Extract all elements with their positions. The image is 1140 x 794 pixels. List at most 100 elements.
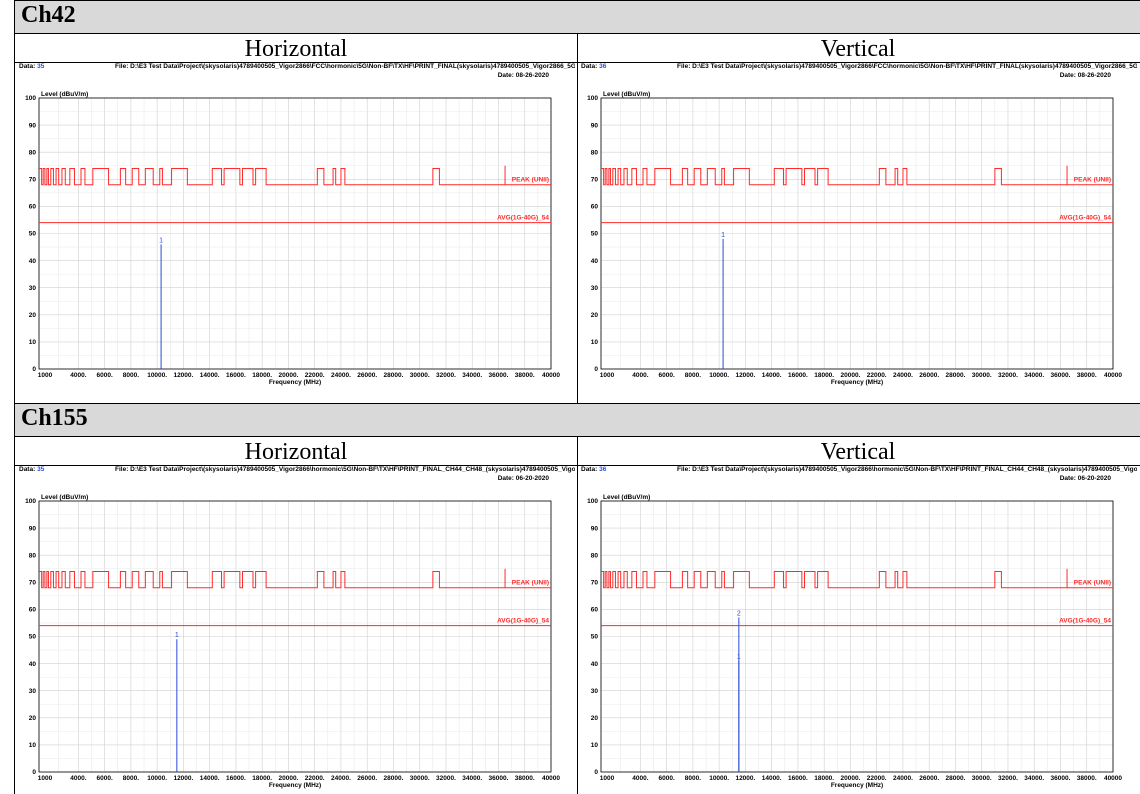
y-tick-label: 100	[25, 95, 36, 102]
channel-title: Ch155	[21, 405, 88, 431]
peak-limit-label: PEAK (UNII)	[512, 176, 549, 183]
peak-limit-line	[601, 570, 1113, 589]
x-tick-label: 1000	[600, 775, 615, 782]
y-tick-label: 20	[29, 715, 37, 722]
x-tick-label: 1000	[600, 372, 615, 379]
avg-limit-label: AVG(1G-40G)_54	[497, 618, 549, 625]
avg-limit-label: AVG(1G-40G)_54	[1059, 618, 1111, 625]
x-tick-label: 22000.	[305, 372, 325, 379]
y-tick-label: 20	[591, 312, 599, 319]
avg-limit-label: AVG(1G-40G)_54	[497, 215, 549, 222]
x-tick-label: 24000.	[331, 372, 351, 379]
test-report-table: Ch42 Horizontal Vertical Data: 35 File: D…	[14, 0, 1140, 794]
x-tick-label: 20000.	[840, 775, 860, 782]
x-tick-label: 34000.	[462, 775, 482, 782]
peak-limit-label: PEAK (UNII)	[1074, 176, 1111, 183]
x-tick-label: 20000.	[278, 775, 298, 782]
x-tick-label: 26000.	[919, 372, 939, 379]
chart-panel-ch155-horizontal: Data: 35 File: D:\E3 Test Data\Project\(s…	[17, 466, 575, 793]
x-tick-label: 26000.	[357, 775, 377, 782]
y-tick-label: 0	[594, 769, 598, 776]
x-tick-label: 8000.	[685, 372, 701, 379]
x-tick-label: 20000.	[278, 372, 298, 379]
emission-chart: 0 10 20 30 40 50 60 70 80 90 100 1000 4000. 6000. 8000…	[25, 494, 560, 789]
y-tick-label: 70	[29, 580, 37, 587]
x-tick-label: 10000.	[709, 775, 729, 782]
polarization-row: Horizontal Vertical	[15, 437, 1140, 465]
polarization-horizontal: Horizontal	[244, 439, 348, 465]
data-number: 36	[599, 63, 607, 70]
y-tick-label: 50	[29, 634, 37, 641]
y-tick-label: 50	[29, 231, 37, 238]
data-label: Data:	[19, 466, 36, 473]
emission-chart: 0 10 20 30 40 50 60 70 80 90 100 1000 4000. 6000. 8000…	[587, 494, 1122, 789]
y-tick-label: 30	[29, 688, 37, 695]
x-tick-label: 20000.	[840, 372, 860, 379]
x-tick-label: 12000.	[735, 372, 755, 379]
y-tick-label: 10	[591, 742, 599, 749]
y-tick-label: 80	[29, 552, 37, 559]
x-tick-label: 32000.	[436, 775, 456, 782]
x-tick-label: 4000.	[632, 372, 648, 379]
x-tick-label: 12000.	[173, 775, 193, 782]
x-tick-label: 38000.	[1077, 372, 1097, 379]
x-tick-label: 10000.	[709, 372, 729, 379]
channel-title: Ch42	[21, 2, 76, 28]
y-tick-label: 0	[32, 366, 36, 373]
y-tick-label: 70	[591, 177, 599, 184]
y-tick-label: 90	[591, 525, 599, 532]
test-date: Date: 08-26-2020	[497, 72, 549, 79]
y-tick-label: 40	[29, 258, 37, 265]
data-label: Data:	[19, 63, 36, 70]
x-tick-label: 10000.	[147, 775, 167, 782]
x-tick-label: 6000.	[659, 372, 675, 379]
y-tick-label: 60	[29, 607, 37, 614]
y-tick-label: 10	[29, 339, 37, 346]
data-number-label: Data: 36	[581, 466, 606, 473]
y-tick-label: 70	[591, 580, 599, 587]
x-tick-label: 34000.	[462, 372, 482, 379]
y-tick-label: 0	[32, 769, 36, 776]
x-tick-label: 16000.	[226, 775, 246, 782]
peak-limit-line	[601, 167, 1113, 186]
x-tick-label: 14000.	[200, 775, 220, 782]
emission-marker-label: 1	[175, 632, 179, 639]
x-tick-label: 38000.	[1077, 775, 1097, 782]
y-tick-label: 80	[591, 552, 599, 559]
x-tick-label: 16000.	[788, 775, 808, 782]
x-tick-label: 24000.	[893, 372, 913, 379]
polarization-vertical: Vertical	[820, 36, 896, 62]
test-date: Date: 06-20-2020	[1059, 475, 1111, 482]
plot-frame	[38, 97, 552, 370]
channel-row-ch42: Ch42	[15, 0, 1140, 34]
x-tick-label: 22000.	[305, 775, 325, 782]
y-tick-label: 10	[29, 742, 37, 749]
peak-limit-label: PEAK (UNII)	[512, 579, 549, 586]
channel-row-ch155: Ch155	[15, 403, 1140, 437]
data-number: 35	[37, 63, 45, 70]
x-axis-label: Frequency (MHz)	[269, 379, 321, 386]
polarization-vertical: Vertical	[820, 439, 896, 465]
x-axis-label: Frequency (MHz)	[269, 782, 321, 789]
peak-limit-line	[39, 167, 551, 186]
file-path: File: D:\E3 Test Data\Project\(skysolari…	[115, 63, 575, 70]
chart-panel-ch42-vertical: Data: 36 File: D:\E3 Test Data\Project\(s…	[579, 63, 1137, 390]
x-tick-label: 40000	[542, 775, 560, 782]
y-tick-label: 60	[591, 204, 599, 211]
x-tick-label: 26000.	[919, 775, 939, 782]
emission-marker-label: 1	[721, 232, 725, 239]
plot-frame	[38, 500, 552, 773]
x-tick-label: 30000.	[410, 775, 430, 782]
x-tick-label: 22000.	[867, 775, 887, 782]
polarization-horizontal: Horizontal	[244, 36, 348, 62]
x-tick-label: 32000.	[436, 372, 456, 379]
plot-frame	[600, 500, 1114, 773]
test-date: Date: 08-26-2020	[1059, 72, 1111, 79]
emission-chart: 0 10 20 30 40 50 60 70 80 90 100 1000 4000. 6000. 8000…	[587, 91, 1122, 386]
file-path: File: D:\E3 Test Data\Project\(skysolari…	[677, 63, 1137, 70]
x-tick-label: 1000	[38, 775, 53, 782]
x-tick-label: 4000.	[632, 775, 648, 782]
emission-marker-label: 2	[737, 611, 741, 618]
x-tick-label: 14000.	[762, 775, 782, 782]
emission-marker-label: 1	[159, 237, 163, 244]
